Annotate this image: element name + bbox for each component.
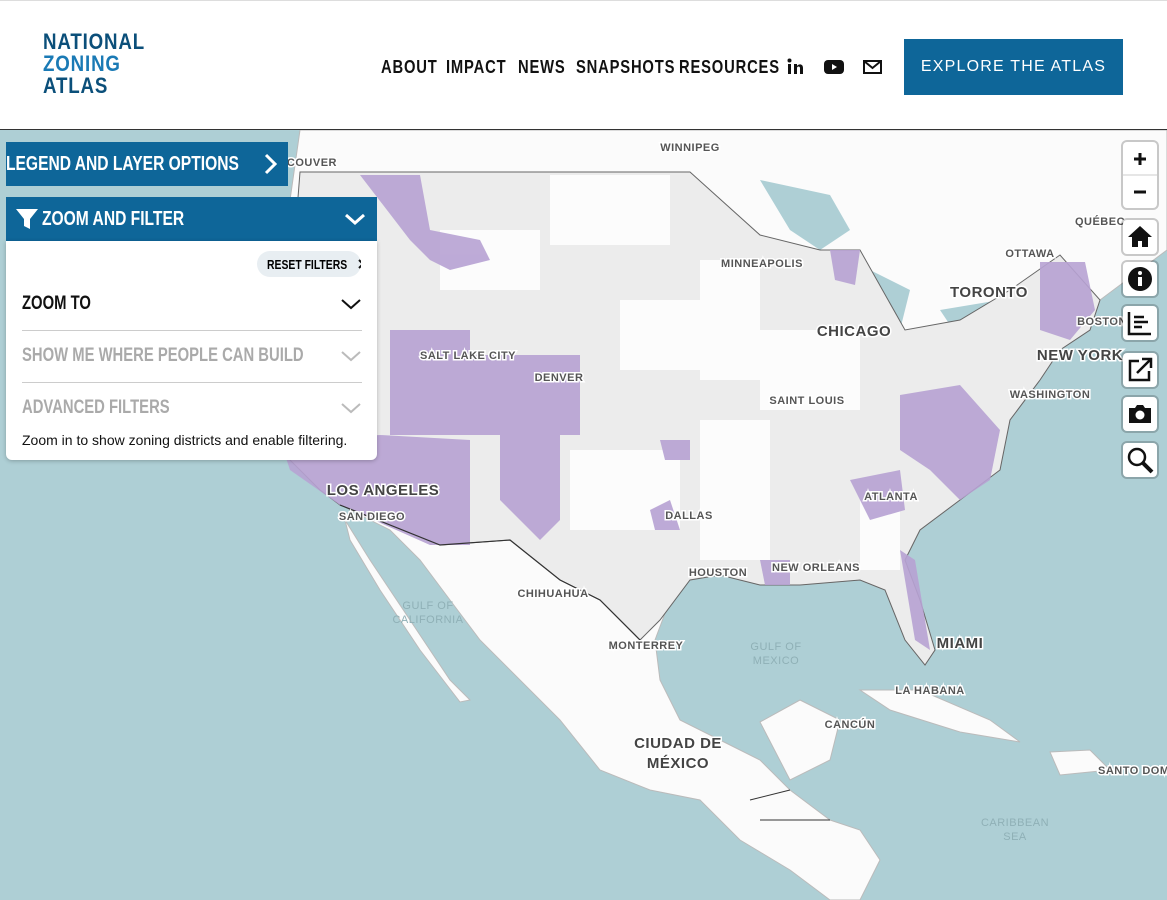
- email-icon[interactable]: [863, 60, 882, 74]
- zoom-icons: [1123, 153, 1157, 194]
- home-button[interactable]: [1123, 220, 1157, 254]
- map-label: WASHINGTON: [1010, 389, 1091, 401]
- youtube-icon[interactable]: [824, 60, 844, 74]
- map-label: CHIHUAHUA: [517, 588, 588, 600]
- nav-link[interactable]: IMPACT: [446, 57, 507, 77]
- map-label: SAN DIEGO: [339, 511, 405, 523]
- map-label: QUÉBEC: [1075, 215, 1125, 228]
- chevron-down: [341, 403, 361, 414]
- close-icon: [358, 259, 361, 269]
- chevron-down: [341, 299, 361, 310]
- map-label: CALIFORNIA: [392, 614, 463, 626]
- zoom-filter-title: ZOOM AND FILTER: [42, 207, 185, 230]
- map-label: NEW ORLEANS: [772, 562, 860, 574]
- map-label: LA HABANA: [895, 685, 964, 697]
- explore-button[interactable]: EXPLORE THE ATLAS: [904, 39, 1123, 95]
- accordion-item[interactable]: ADVANCED FILTERS: [22, 382, 362, 434]
- map-label: GULF OF: [402, 600, 453, 612]
- map-label: WINNIPEG: [660, 142, 720, 154]
- filter-panel: RESET FILTERS ZOOM TO SHOW ME WHERE PEOP…: [6, 241, 377, 460]
- map-label: BOSTON: [1077, 316, 1127, 328]
- chart-button[interactable]: [1123, 306, 1157, 340]
- logo-line: NATIONAL: [43, 29, 146, 54]
- share-button[interactable]: [1123, 353, 1157, 387]
- accordion-item[interactable]: ZOOM TO: [22, 278, 362, 331]
- map-label: MONTERREY: [609, 640, 684, 652]
- map-label: ATLANTA: [864, 491, 918, 503]
- nav-link[interactable]: SNAPSHOTS: [576, 57, 676, 77]
- info-button[interactable]: [1123, 262, 1157, 296]
- map-label: CHICAGO: [817, 323, 891, 340]
- info-icon: [1128, 267, 1152, 291]
- camera-icon: [1129, 405, 1151, 423]
- map-label: DENVER: [535, 372, 584, 384]
- linkedin-icon[interactable]: [787, 58, 804, 75]
- map-labels: VANCOUVER WINNIPEG QUÉBEC OTTAWA MINNEAP…: [262, 141, 1167, 844]
- accordion-label: SHOW ME WHERE PEOPLE CAN BUILD: [22, 345, 304, 366]
- nav-link[interactable]: RESOURCES: [679, 57, 780, 77]
- legend-toggle[interactable]: LEGEND AND LAYER OPTIONS: [6, 142, 288, 186]
- nav-link[interactable]: ABOUT: [381, 57, 438, 77]
- map-label: SEA: [1003, 831, 1027, 843]
- map-label: HOUSTON: [689, 567, 747, 579]
- map-label: DALLAS: [665, 510, 713, 522]
- social-icons: [787, 58, 882, 75]
- land: [280, 130, 1167, 900]
- map-label: SAINT LOUIS: [769, 395, 844, 407]
- map-label: SANTO DOMINGO: [1098, 765, 1167, 777]
- map-label: MÉXICO: [647, 755, 709, 772]
- zoom-controls: [1123, 142, 1157, 208]
- chart-icon: [1127, 312, 1151, 336]
- chevron-down: [345, 213, 365, 226]
- search-icon: [1127, 447, 1154, 474]
- header: NATIONAL ZONING ATLAS ABOUT IMPACT NEWS …: [0, 0, 1167, 130]
- logo-line: ZONING: [43, 51, 121, 76]
- share-icon: [1128, 357, 1153, 382]
- map-label: NEW YORK: [1037, 347, 1123, 364]
- map-label: CIUDAD DE: [634, 735, 722, 752]
- filter-icon: [16, 209, 38, 229]
- map-label: GULF OF: [750, 641, 801, 653]
- map-label: CANCÚN: [825, 718, 876, 731]
- map-label: MEXICO: [753, 655, 799, 667]
- screenshot-button[interactable]: [1123, 397, 1157, 431]
- reset-label: RESET FILTERS: [267, 256, 348, 272]
- nav-link[interactable]: NEWS: [518, 57, 566, 77]
- home-icon: [1128, 226, 1152, 247]
- accordion-item[interactable]: SHOW ME WHERE PEOPLE CAN BUILD: [22, 330, 362, 383]
- accordion-label: ZOOM TO: [22, 293, 91, 314]
- logo-line: ATLAS: [43, 73, 109, 98]
- map-label: MIAMI: [937, 635, 984, 652]
- search-button[interactable]: [1123, 443, 1157, 477]
- accordion-label: ADVANCED FILTERS: [22, 397, 170, 418]
- map-label: OTTAWA: [1005, 248, 1054, 260]
- map-label: LOS ANGELES: [327, 482, 439, 499]
- reset-filters[interactable]: RESET FILTERS: [257, 251, 361, 277]
- map-label: CARIBBEAN: [981, 817, 1049, 829]
- map-label: MINNEAPOLIS: [721, 258, 803, 270]
- legend-title: LEGEND AND LAYER OPTIONS: [6, 152, 239, 175]
- map-label: SALT LAKE CITY: [420, 350, 516, 362]
- zoom-in[interactable]: [1134, 153, 1146, 165]
- chevron-down: [341, 351, 361, 362]
- zoom-filter-toggle[interactable]: ZOOM AND FILTER: [6, 197, 377, 241]
- filter-note: Zoom in to show zoning districts and ena…: [22, 432, 348, 448]
- chevron-right: [264, 153, 278, 175]
- logo[interactable]: NATIONAL ZONING ATLAS: [43, 31, 145, 97]
- map-label: TORONTO: [950, 284, 1028, 301]
